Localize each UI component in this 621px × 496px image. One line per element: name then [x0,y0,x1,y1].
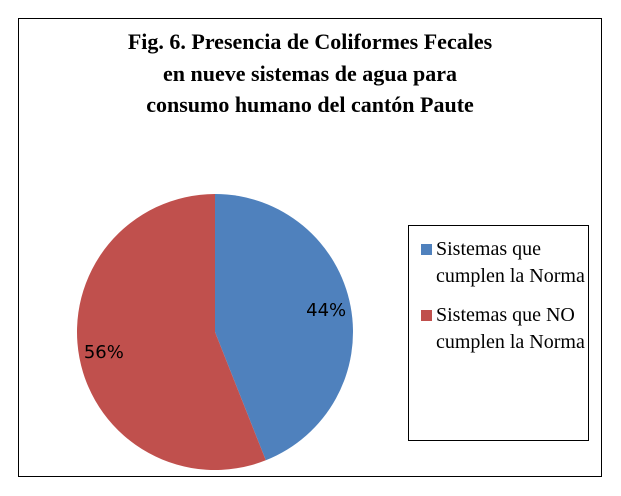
legend-item: Sistemas que NO cumplen la Norma [421,302,588,356]
legend: Sistemas que cumplen la Norma Sistemas qu… [408,225,589,441]
legend-swatch [421,244,432,255]
data-label: 44% [306,300,346,321]
legend-swatch [421,310,432,321]
legend-label: Sistemas que cumplen la Norma [436,238,585,287]
legend-item: Sistemas que cumplen la Norma [421,236,588,290]
pie-slice [77,194,266,470]
pie-slice [215,194,354,461]
chart-title: Fig. 6. Presencia de Coliformes Fecales … [127,29,493,117]
chart-frame [18,18,602,477]
data-label: 56% [84,342,124,363]
legend-label: Sistemas que NO cumplen la Norma [436,304,585,353]
